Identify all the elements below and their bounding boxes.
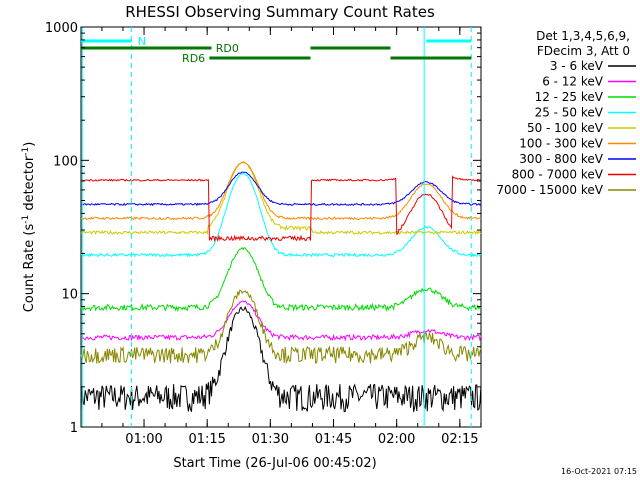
legend-entry-label: 6 - 12 keV	[542, 75, 604, 89]
legend-header-line-1: Det 1,3,4,5,6,9,	[536, 29, 630, 43]
flag-layer: N RD0 RD6	[81, 27, 472, 427]
legend-entry-label: 800 - 7000 keV	[512, 168, 604, 182]
y-tick-label: 1	[70, 421, 78, 436]
chart-title: RHESSI Observing Summary Count Rates	[125, 3, 435, 21]
series-layer	[80, 161, 482, 413]
x-tick-label: 02:00	[378, 432, 415, 447]
series-line-3	[80, 246, 482, 312]
y-tick-label: 10	[61, 288, 78, 303]
y-axis-label-main: Count Rate (s	[22, 224, 37, 313]
series-line-5	[80, 162, 482, 236]
y-axis-label: Count Rate (s-1 detector-1)	[21, 142, 37, 313]
y-tick-label: 100	[53, 154, 78, 169]
series-line-8	[80, 175, 482, 243]
timestamp: 16-Oct-2021 07:15	[561, 467, 637, 476]
legend-entry-label: 25 - 50 keV	[535, 106, 604, 120]
x-tick-label: 01:45	[315, 432, 352, 447]
legend-entry-label: 50 - 100 keV	[527, 121, 604, 135]
series-line-6	[80, 161, 481, 221]
legend-entry-label: 300 - 800 keV	[519, 152, 603, 166]
axis-layer: 1 10 100 1000 01:00 01:15 01:30 01:45 02:00 02:15	[45, 21, 482, 447]
legend-entry-label: 12 - 25 keV	[535, 90, 604, 104]
series-line-4	[80, 173, 482, 258]
legend: Det 1,3,4,5,6,9,FDecim 3, Att 03 - 6 keV…	[496, 29, 636, 197]
flag-label-rd6: RD6	[182, 52, 205, 65]
legend-entry-label: 100 - 300 keV	[519, 137, 603, 151]
x-axis-label: Start Time (26-Jul-06 00:45:02)	[173, 456, 376, 471]
series-line-2	[80, 300, 482, 342]
legend-entry-label: 7000 - 15000 keV	[496, 183, 603, 197]
series-line-9	[80, 289, 482, 365]
series-line-1	[80, 305, 482, 413]
plot-frame	[80, 26, 482, 428]
y-tick-label: 1000	[45, 21, 78, 36]
series-line-7	[80, 171, 482, 207]
y-axis-label-mid: detector	[22, 155, 37, 215]
x-tick-label: 02:15	[441, 432, 478, 447]
x-tick-label: 01:30	[252, 432, 289, 447]
y-axis-label-end: )	[22, 142, 37, 147]
y-axis-label-sup2: -1	[21, 147, 31, 156]
x-tick-label: 01:00	[125, 432, 162, 447]
flag-label-rd0: RD0	[216, 42, 239, 55]
y-axis-label-sup1: -1	[21, 215, 31, 224]
legend-header-line-2: FDecim 3, Att 0	[537, 44, 630, 58]
flag-label-n: N	[138, 35, 146, 48]
legend-entry-label: 3 - 6 keV	[550, 59, 604, 73]
x-tick-label: 01:15	[188, 432, 225, 447]
